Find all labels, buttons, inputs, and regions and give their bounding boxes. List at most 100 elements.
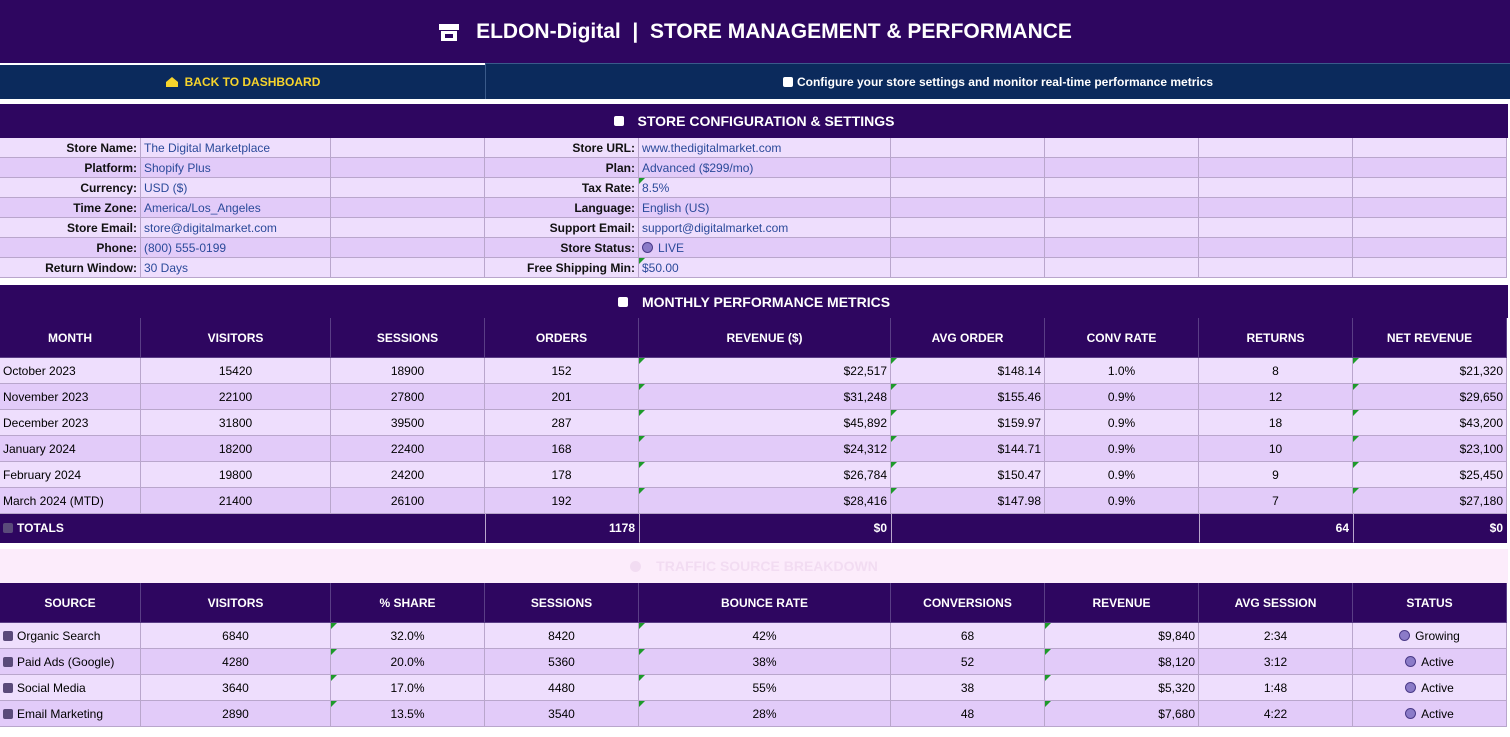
table-cell: $25,450 bbox=[1353, 462, 1507, 488]
table-cell-text: 287 bbox=[551, 415, 572, 430]
column-header-text: SOURCE bbox=[44, 595, 96, 610]
config-label: Phone: bbox=[0, 238, 141, 258]
table-cell-text: $26,784 bbox=[843, 467, 887, 482]
table-cell: 3640 bbox=[141, 675, 331, 701]
table-cell: 0.9% bbox=[1045, 462, 1199, 488]
table-cell: $5,320 bbox=[1045, 675, 1199, 701]
table-cell: 21400 bbox=[141, 488, 331, 514]
column-header-text: BOUNCE RATE bbox=[720, 595, 809, 610]
column-header-text: AVG SESSION bbox=[1234, 595, 1317, 610]
table-cell: December 2023 bbox=[0, 410, 141, 436]
table-cell: 152 bbox=[485, 358, 639, 384]
empty-cell bbox=[1199, 178, 1353, 198]
table-cell: November 2023 bbox=[0, 384, 141, 410]
table-cell: $148.14 bbox=[891, 358, 1045, 384]
totals-cell-text: $0 bbox=[873, 521, 887, 535]
table-cell: Growing bbox=[1353, 623, 1507, 649]
table-cell: Organic Search bbox=[0, 623, 141, 649]
config-label: Return Window: bbox=[0, 258, 141, 278]
table-cell: 38% bbox=[639, 649, 891, 675]
config-label: Currency: bbox=[0, 178, 141, 198]
table-cell: 7 bbox=[1199, 488, 1353, 514]
column-header: REVENUE ($) bbox=[639, 318, 891, 358]
table-cell: 31800 bbox=[141, 410, 331, 436]
table-cell: 8420 bbox=[485, 623, 639, 649]
table-cell: 1:48 bbox=[1199, 675, 1353, 701]
config-value-text: 8.5% bbox=[642, 180, 670, 195]
empty-cell bbox=[331, 178, 485, 198]
table-cell: 10 bbox=[1199, 436, 1353, 462]
column-header-text: VISITORS bbox=[207, 595, 264, 610]
config-value: USD ($) bbox=[141, 178, 331, 198]
back-button[interactable]: BACK TO DASHBOARD bbox=[0, 63, 485, 99]
table-cell-text: 68 bbox=[960, 628, 975, 643]
table-cell: Social Media bbox=[0, 675, 141, 701]
table-cell-text: 0.9% bbox=[1107, 389, 1136, 404]
config-value: $50.00 bbox=[639, 258, 891, 278]
config-value: Advanced ($299/mo) bbox=[639, 158, 891, 178]
table-cell: 68 bbox=[891, 623, 1045, 649]
table-cell-text: January 2024 bbox=[3, 441, 76, 456]
table-cell: 2890 bbox=[141, 701, 331, 727]
empty-cell bbox=[891, 178, 1045, 198]
table-cell: $24,312 bbox=[639, 436, 891, 462]
table-cell-text: $23,100 bbox=[1459, 441, 1503, 456]
table-cell: Active bbox=[1353, 675, 1507, 701]
table-cell: $8,120 bbox=[1045, 649, 1199, 675]
table-cell-text: $9,840 bbox=[1158, 628, 1195, 643]
config-value-text: 30 Days bbox=[144, 260, 189, 275]
config-value: www.thedigitalmarket.com bbox=[639, 138, 891, 158]
table-cell-text: $155.46 bbox=[997, 389, 1041, 404]
table-cell: 4:22 bbox=[1199, 701, 1353, 727]
config-value: English (US) bbox=[639, 198, 891, 218]
table-cell-text: 38% bbox=[752, 654, 777, 669]
table-cell: $147.98 bbox=[891, 488, 1045, 514]
table-cell: October 2023 bbox=[0, 358, 141, 384]
table-cell-text: $27,180 bbox=[1459, 493, 1503, 508]
table-cell-text: Active bbox=[1421, 654, 1454, 669]
table-cell: 6840 bbox=[141, 623, 331, 649]
back-label: BACK TO DASHBOARD bbox=[184, 75, 321, 89]
table-cell-text: 4:22 bbox=[1263, 706, 1288, 721]
table-cell: $150.47 bbox=[891, 462, 1045, 488]
table-cell: $31,248 bbox=[639, 384, 891, 410]
empty-cell bbox=[331, 138, 485, 158]
table-cell: $43,200 bbox=[1353, 410, 1507, 436]
table-cell-text: $31,248 bbox=[843, 389, 887, 404]
config-label-text: Store URL: bbox=[572, 140, 635, 155]
table-cell: 3:12 bbox=[1199, 649, 1353, 675]
table-cell-text: 20.0% bbox=[390, 654, 425, 669]
table-cell-text: 28% bbox=[752, 706, 777, 721]
config-label-text: Support Email: bbox=[549, 220, 635, 235]
column-header-text: ORDERS bbox=[535, 330, 588, 345]
section-title: TRAFFIC SOURCE BREAKDOWN bbox=[656, 558, 878, 574]
config-value-text: store@digitalmarket.com bbox=[144, 220, 277, 235]
table-cell-text: Paid Ads (Google) bbox=[17, 654, 115, 669]
table-cell: 3540 bbox=[485, 701, 639, 727]
column-header-text: REVENUE ($) bbox=[726, 330, 803, 345]
column-header-text: MONTH bbox=[48, 330, 92, 345]
table-cell-text: 52 bbox=[960, 654, 975, 669]
totals-label: TOTALS bbox=[0, 514, 485, 543]
section-header: TRAFFIC SOURCE BREAKDOWN bbox=[0, 549, 1508, 583]
config-label-text: Return Window: bbox=[45, 260, 137, 275]
table-cell-text: 13.5% bbox=[390, 706, 425, 721]
table-cell: 0.9% bbox=[1045, 410, 1199, 436]
table-cell-text: Email Marketing bbox=[17, 706, 104, 721]
table-cell: 28% bbox=[639, 701, 891, 727]
table-cell-text: 6840 bbox=[222, 628, 249, 643]
table-cell-text: $7,680 bbox=[1158, 706, 1195, 721]
table-cell: 201 bbox=[485, 384, 639, 410]
table-cell-text: February 2024 bbox=[3, 467, 82, 482]
empty-cell bbox=[891, 218, 1045, 238]
table-cell: 13.5% bbox=[331, 701, 485, 727]
table-cell-text: Active bbox=[1421, 706, 1454, 721]
table-cell-text: 0.9% bbox=[1107, 415, 1136, 430]
config-value: support@digitalmarket.com bbox=[639, 218, 891, 238]
home-icon bbox=[165, 77, 178, 87]
empty-cell bbox=[1045, 178, 1199, 198]
config-value-text: LIVE bbox=[658, 240, 685, 255]
empty-cell bbox=[1199, 218, 1353, 238]
column-header-text: SESSIONS bbox=[376, 330, 439, 345]
